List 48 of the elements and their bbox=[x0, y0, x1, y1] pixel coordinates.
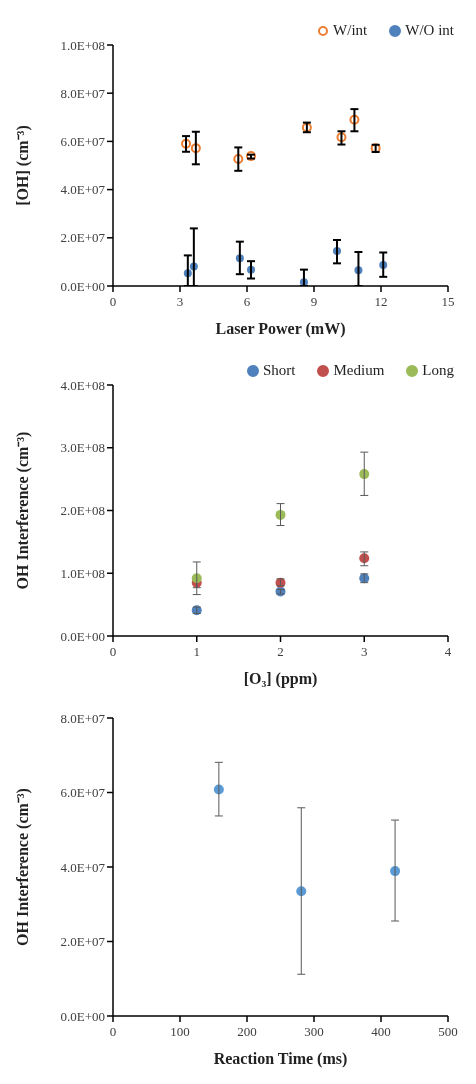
legend-label: Long bbox=[422, 362, 454, 379]
y-tick-label: 8.0E+07 bbox=[60, 85, 106, 101]
x-tick-label: 3 bbox=[361, 644, 368, 659]
x-tick-label: 12 bbox=[374, 294, 388, 309]
legend-label: Short bbox=[262, 362, 296, 379]
x-tick-label: 400 bbox=[371, 1024, 391, 1039]
point bbox=[181, 138, 192, 149]
y-axis-title: OH Interference (cm⁻³) bbox=[13, 431, 32, 590]
legend-label: W/O int bbox=[405, 22, 454, 39]
y-tick-label: 6.0E+07 bbox=[60, 134, 106, 150]
y-axis-title: OH Interference (cm⁻³) bbox=[13, 788, 32, 946]
y-tick-label: 6.0E+07 bbox=[60, 785, 106, 801]
x-tick-label: 9 bbox=[310, 294, 318, 309]
y-tick-label: 1.0E+08 bbox=[60, 37, 105, 53]
x-tick-label: 500 bbox=[438, 1024, 458, 1039]
x-tick-label: 3 bbox=[176, 294, 184, 309]
x-axis-title: Laser Power (mW) bbox=[215, 320, 346, 338]
y-tick-label: 2.0E+08 bbox=[60, 503, 105, 519]
x-tick-label: 200 bbox=[237, 1024, 257, 1039]
y-tick-label: 4.0E+08 bbox=[60, 377, 105, 393]
x-tick-label: 0 bbox=[109, 1024, 117, 1039]
y-tick-label: 8.0E+07 bbox=[60, 710, 106, 726]
x-tick-label: 15 bbox=[441, 294, 455, 309]
x-tick-label: 100 bbox=[170, 1024, 190, 1039]
x-tick-label: 300 bbox=[304, 1024, 324, 1039]
legend-label: Medium bbox=[333, 362, 385, 379]
y-tick-label: 0.0E+00 bbox=[60, 1008, 105, 1024]
y-tick-label: 0.0E+00 bbox=[60, 278, 105, 294]
y-tick-label: 4.0E+07 bbox=[60, 859, 106, 875]
y-tick-label: 3.0E+08 bbox=[60, 440, 105, 456]
x-axis-title: Reaction Time (ms) bbox=[213, 1050, 348, 1068]
y-tick-label: 0.0E+00 bbox=[60, 628, 105, 644]
x-tick-label: 2 bbox=[277, 644, 284, 659]
x-tick-label: 4 bbox=[444, 644, 452, 659]
y-tick-label: 2.0E+07 bbox=[60, 230, 106, 246]
x-tick-label: 6 bbox=[243, 294, 251, 309]
x-tick-label: 1 bbox=[193, 644, 200, 659]
y-tick-label: 2.0E+07 bbox=[60, 934, 106, 950]
point bbox=[190, 143, 201, 154]
x-tick-label: 0 bbox=[109, 294, 117, 309]
y-tick-label: 4.0E+07 bbox=[60, 182, 106, 198]
y-tick-label: 1.0E+08 bbox=[60, 565, 105, 581]
point bbox=[349, 114, 360, 125]
x-tick-label: 0 bbox=[109, 644, 117, 659]
point bbox=[233, 153, 244, 164]
x-axis-title: [O₃] (ppm) bbox=[243, 670, 318, 688]
y-axis-title: [OH] (cm⁻³) bbox=[13, 125, 32, 206]
legend-label: W/int bbox=[333, 22, 368, 39]
